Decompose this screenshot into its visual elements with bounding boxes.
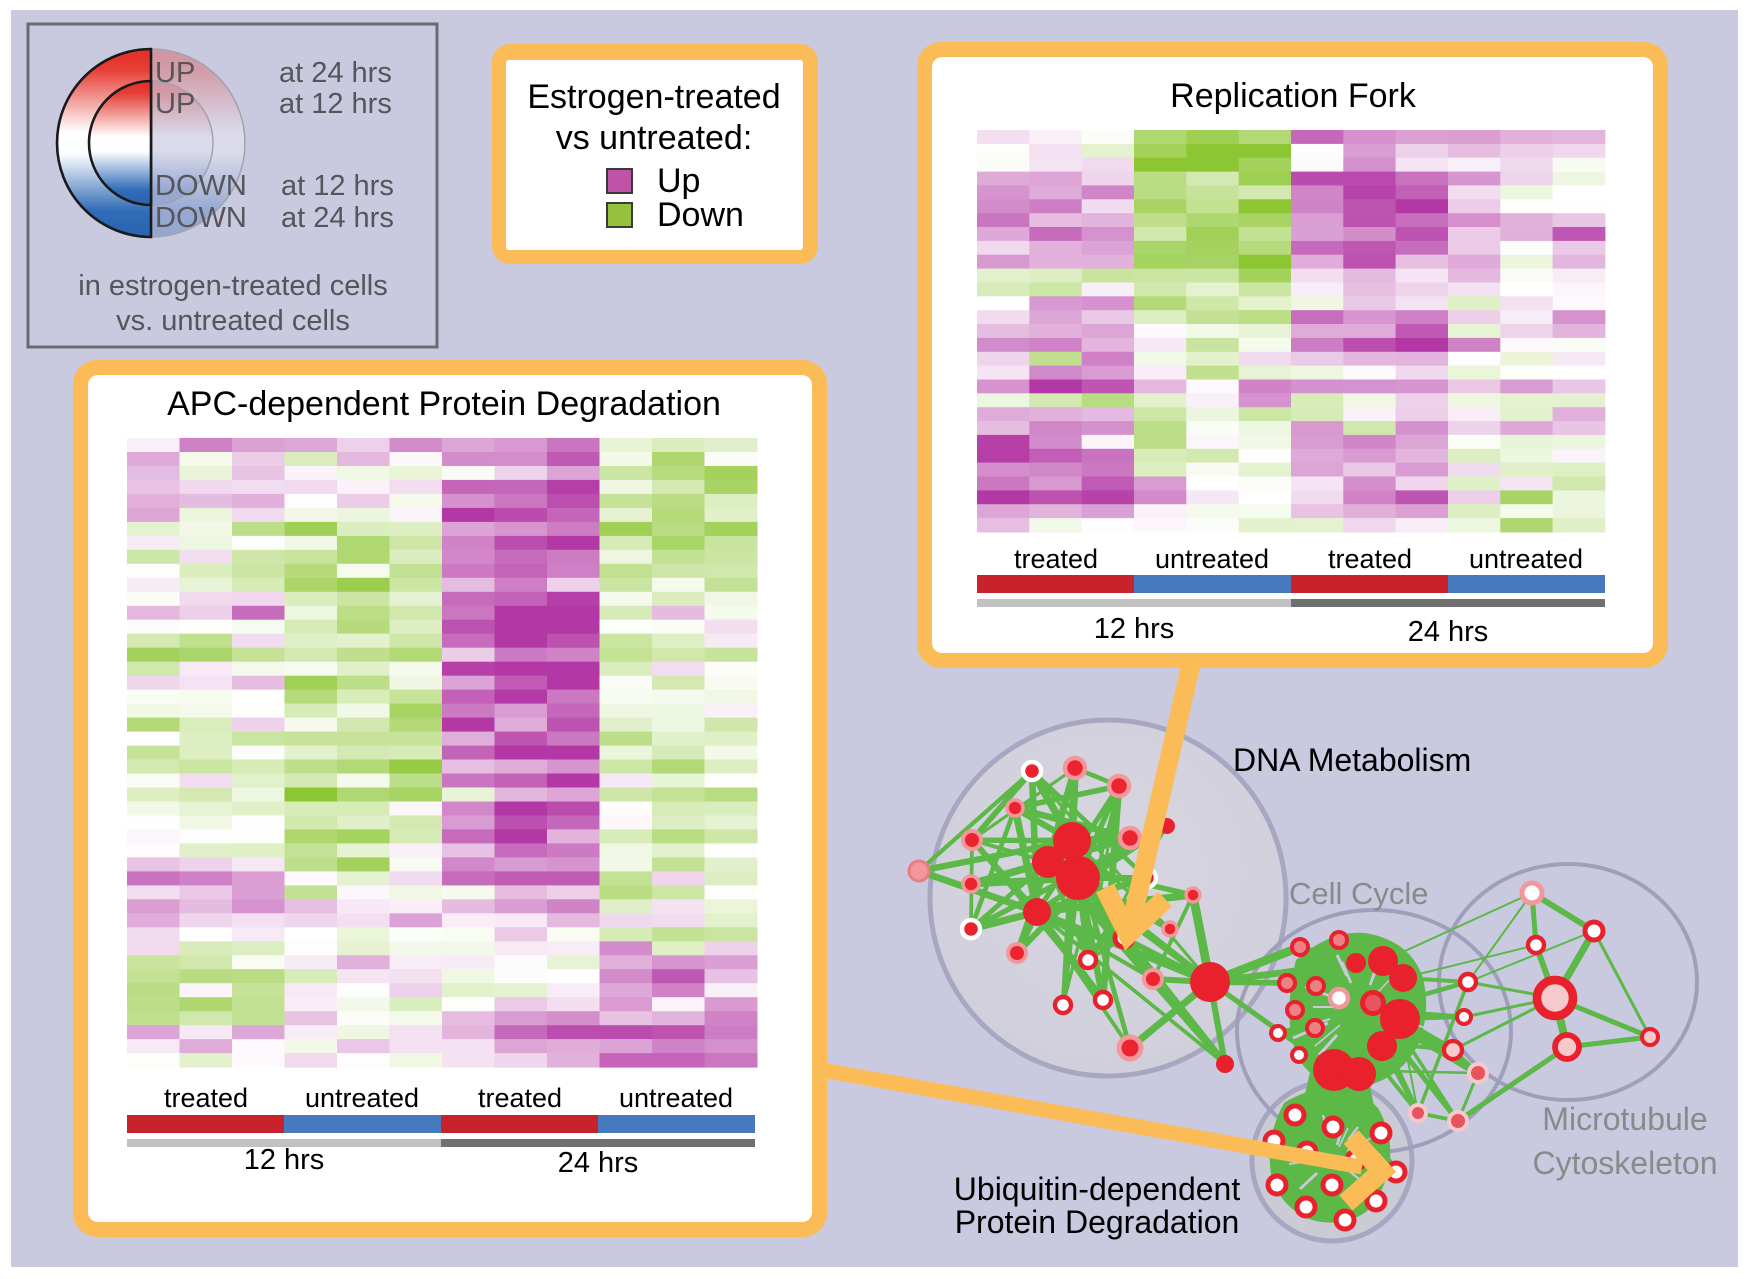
svg-text:treated: treated xyxy=(164,1083,248,1113)
svg-text:at 12 hrs: at 12 hrs xyxy=(281,170,394,202)
svg-text:12 hrs: 12 hrs xyxy=(244,1144,325,1176)
svg-text:untreated: untreated xyxy=(1469,544,1583,574)
svg-text:vs untreated:: vs untreated: xyxy=(556,119,753,157)
svg-text:UP: UP xyxy=(155,57,195,89)
svg-text:DNA Metabolism: DNA Metabolism xyxy=(1233,742,1471,778)
svg-text:Ubiquitin-dependent: Ubiquitin-dependent xyxy=(954,1171,1241,1207)
svg-text:24 hrs: 24 hrs xyxy=(558,1147,639,1179)
svg-text:treated: treated xyxy=(1328,544,1412,574)
svg-text:DOWN: DOWN xyxy=(155,170,247,202)
svg-text:Estrogen-treated: Estrogen-treated xyxy=(527,78,780,116)
svg-text:treated: treated xyxy=(478,1083,562,1113)
svg-text:untreated: untreated xyxy=(619,1083,733,1113)
svg-text:Protein Degradation: Protein Degradation xyxy=(955,1204,1240,1240)
svg-text:Microtubule: Microtubule xyxy=(1542,1101,1707,1137)
svg-text:treated: treated xyxy=(1014,544,1098,574)
svg-text:24 hrs: 24 hrs xyxy=(1408,616,1489,648)
svg-text:APC-dependent Protein Degradat: APC-dependent Protein Degradation xyxy=(167,385,721,423)
svg-text:at 24 hrs: at 24 hrs xyxy=(279,57,392,89)
svg-text:Down: Down xyxy=(657,196,744,234)
svg-text:Up: Up xyxy=(657,162,700,200)
svg-text:vs. untreated cells: vs. untreated cells xyxy=(116,305,350,337)
svg-text:12 hrs: 12 hrs xyxy=(1094,613,1175,645)
svg-text:at 24 hrs: at 24 hrs xyxy=(281,202,394,234)
svg-text:Cytoskeleton: Cytoskeleton xyxy=(1533,1145,1718,1181)
svg-text:untreated: untreated xyxy=(1155,544,1269,574)
svg-text:DOWN: DOWN xyxy=(155,202,247,234)
svg-text:in estrogen-treated cells: in estrogen-treated cells xyxy=(78,270,388,302)
svg-text:Replication Fork: Replication Fork xyxy=(1170,77,1417,115)
svg-text:at 12 hrs: at 12 hrs xyxy=(279,88,392,120)
svg-text:untreated: untreated xyxy=(305,1083,419,1113)
svg-text:Cell Cycle: Cell Cycle xyxy=(1289,876,1429,911)
svg-text:UP: UP xyxy=(155,88,195,120)
